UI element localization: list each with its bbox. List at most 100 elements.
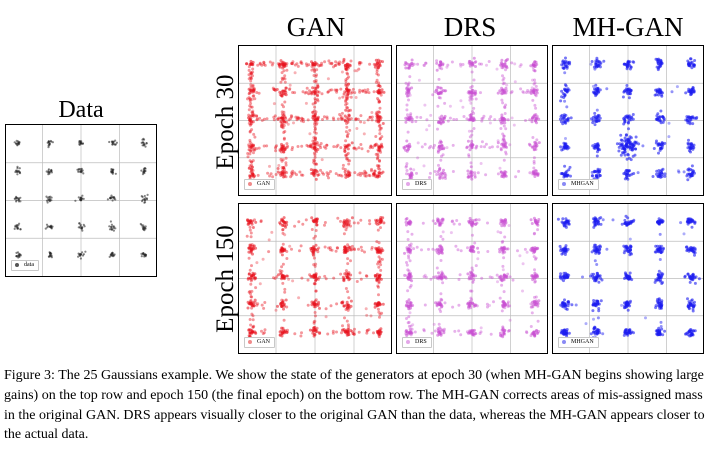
scatter-point: [450, 220, 454, 224]
scatter-point: [502, 278, 506, 282]
scatter-point: [564, 88, 568, 92]
scatter-point: [345, 122, 348, 125]
scatter-point: [375, 247, 379, 251]
scatter-point: [265, 117, 269, 121]
scatter-point: [370, 115, 374, 119]
scatter-point: [688, 328, 692, 332]
scatter-point: [597, 309, 601, 313]
scatter-point: [632, 60, 636, 64]
scatter-point: [378, 312, 382, 316]
scatter-point: [500, 88, 504, 92]
scatter-point: [249, 274, 253, 278]
scatter-point: [500, 66, 504, 70]
scatter-point: [377, 241, 381, 245]
scatter-point: [359, 218, 363, 222]
scatter-point: [565, 219, 569, 223]
scatter-point: [676, 169, 680, 173]
scatter-point: [374, 274, 378, 278]
scatter-plot: [239, 204, 391, 353]
scatter-point: [312, 247, 316, 251]
scatter-point: [280, 159, 284, 163]
scatter-point: [347, 162, 351, 166]
scatter-point: [283, 130, 287, 133]
scatter-point: [144, 197, 147, 200]
scatter-point: [465, 145, 469, 149]
scatter-point: [250, 163, 253, 167]
scatter-point: [531, 275, 535, 279]
scatter-point: [285, 250, 289, 253]
scatter-point: [313, 125, 317, 129]
scatter-point: [376, 276, 379, 280]
scatter-point: [379, 116, 383, 120]
scatter-point: [345, 97, 349, 101]
scatter-point: [314, 273, 318, 277]
scatter-point: [352, 146, 356, 150]
scatter-point: [378, 128, 382, 132]
scatter-point: [693, 247, 697, 251]
scatter-point: [328, 248, 332, 252]
scatter-point: [489, 332, 493, 336]
scatter-point: [377, 119, 381, 122]
scatter-point: [472, 117, 476, 121]
scatter-point: [321, 118, 324, 121]
scatter-point: [314, 298, 318, 302]
scatter-point: [354, 147, 358, 151]
drs-epoch30-legend: DRS: [402, 179, 432, 190]
scatter-point: [657, 301, 661, 305]
scatter-point: [273, 88, 277, 91]
scatter-point: [249, 75, 253, 79]
scatter-point: [405, 274, 409, 278]
scatter-point: [445, 65, 449, 69]
scatter-point: [563, 114, 566, 118]
scatter-point: [323, 274, 327, 278]
scatter-point: [344, 94, 348, 98]
scatter-point: [285, 330, 289, 334]
scatter-point: [281, 172, 285, 176]
scatter-point: [592, 299, 596, 302]
scatter-point: [533, 231, 536, 235]
scatter-point: [251, 226, 255, 229]
scatter-point: [482, 114, 486, 118]
scatter-point: [376, 148, 380, 152]
scatter-point: [378, 137, 382, 140]
scatter-point: [283, 233, 287, 237]
scatter-point: [261, 257, 265, 261]
scatter-point: [311, 252, 315, 256]
scatter-point: [592, 84, 595, 88]
scatter-point: [272, 115, 276, 119]
scatter-point: [471, 280, 475, 284]
scatter-point: [247, 250, 251, 254]
scatter-point: [253, 298, 257, 302]
scatter-point: [377, 281, 381, 285]
scatter-point: [469, 165, 473, 169]
scatter-point: [359, 61, 363, 65]
scatter-point: [353, 327, 356, 331]
scatter-point: [501, 118, 505, 122]
scatter-point: [532, 216, 536, 220]
scatter-point: [620, 222, 624, 226]
scatter-point: [470, 143, 474, 147]
scatter-point: [282, 304, 286, 308]
scatter-point: [378, 110, 381, 114]
scatter-point: [143, 169, 146, 172]
scatter-point: [563, 164, 567, 168]
scatter-point: [440, 276, 444, 280]
scatter-point: [408, 93, 412, 97]
scatter-point: [597, 252, 601, 255]
scatter-point: [437, 271, 440, 275]
scatter-point: [283, 221, 287, 225]
scatter-point: [440, 91, 444, 95]
scatter-point: [16, 144, 19, 147]
scatter-point: [501, 64, 505, 68]
scatter-point: [267, 250, 271, 254]
scatter-point: [309, 143, 313, 147]
scatter-point: [560, 63, 564, 67]
scatter-point: [653, 280, 657, 284]
scatter-point: [373, 63, 377, 67]
scatter-point: [500, 309, 504, 313]
scatter-point: [360, 249, 364, 252]
scatter-point: [284, 86, 288, 90]
scatter-point: [278, 65, 282, 69]
scatter-point: [314, 117, 318, 121]
scatter-point: [250, 165, 254, 169]
